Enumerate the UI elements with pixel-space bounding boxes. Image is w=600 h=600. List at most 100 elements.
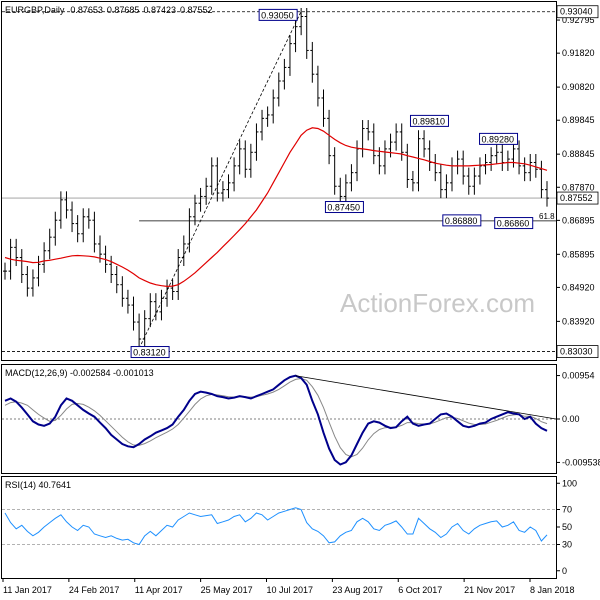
price-level-text: 0.83030 — [560, 347, 593, 357]
fib-label: 61.8 — [539, 212, 555, 221]
header-open: 0.87653 — [70, 5, 103, 15]
rsi-y-tick-label: 70 — [562, 505, 572, 515]
price-y-tick-label: 0.90820 — [562, 82, 595, 92]
price-bar — [472, 167, 477, 195]
macd-header: MACD(12,26,9) -0.002584 -0.001013 — [5, 368, 154, 378]
price-y-tick-label: 0.84920 — [562, 282, 595, 292]
price-annotation-box — [494, 217, 534, 230]
x-tick-label: 8 Jan 2018 — [530, 585, 575, 595]
rsi-y-tick-label: 0 — [562, 566, 567, 576]
header-low: 0.87423 — [143, 5, 176, 15]
price-bar — [343, 174, 348, 205]
price-level-text: 0.93040 — [560, 7, 593, 17]
price-bar — [366, 120, 371, 141]
price-annotation-label: 0.93050 — [261, 10, 294, 20]
price-annotation-box — [130, 346, 170, 359]
macd-layer — [2, 374, 557, 466]
price-annotation: 0.83120 — [130, 346, 170, 359]
price-bar — [276, 72, 281, 107]
price-bar — [3, 262, 7, 280]
price-bar — [533, 153, 538, 178]
price-annotation-box — [258, 8, 298, 21]
rsi-y-tick-label: 50 — [562, 522, 572, 532]
price-bar — [416, 130, 421, 192]
price-bar — [394, 123, 399, 151]
price-bar — [410, 170, 415, 192]
price-bar — [371, 123, 376, 165]
price-bar — [220, 181, 225, 202]
price-annotation: 0.87450 — [324, 201, 364, 214]
price-bar — [14, 238, 19, 267]
price-bar — [187, 208, 192, 253]
price-bar — [181, 235, 186, 267]
price-bar — [545, 181, 549, 207]
price-bar — [349, 164, 354, 192]
price-annotation: 0.86880 — [442, 214, 482, 227]
price-annotation: 0.86860 — [494, 217, 534, 230]
price-annotation: 0.89280 — [479, 132, 519, 145]
macd-y-tick-label: -0.009538 — [562, 457, 600, 467]
price-annotation: 0.93050 — [258, 8, 298, 21]
price-annotation-label: 0.83120 — [133, 348, 166, 358]
price-bar — [260, 109, 265, 141]
x-tick-label: 11 Apr 2017 — [135, 585, 183, 595]
price-bar — [327, 109, 332, 165]
price-bar — [243, 140, 248, 178]
price-bar — [170, 279, 175, 300]
price-header: EURGBP,Daily 0.87653 0.87685 0.87423 0.87552 — [5, 5, 213, 15]
header-symbol: EURGBP,Daily — [5, 5, 65, 15]
x-tick-label: 23 Aug 2017 — [332, 585, 383, 595]
price-y-tick-label: 0.88845 — [562, 149, 595, 159]
price-bar — [125, 289, 130, 314]
price-bar — [120, 276, 125, 307]
price-bar — [232, 157, 237, 192]
price-annotation-label: 0.87450 — [327, 203, 360, 213]
price-annotation-box — [442, 214, 482, 227]
rsi-line — [4, 507, 548, 546]
price-bar — [522, 157, 527, 182]
price-bar — [304, 8, 309, 59]
price-bar — [209, 157, 214, 195]
price-bar — [310, 41, 315, 83]
macd-y-tick-label: 0.00954 — [562, 371, 595, 381]
price-bar — [539, 160, 544, 199]
price-level-box — [556, 345, 599, 358]
price-bar — [176, 249, 181, 300]
price-bar — [248, 143, 253, 178]
price-annotation-box — [409, 114, 449, 127]
price-bar — [293, 18, 298, 53]
price-y-tick-label: 0.86895 — [562, 215, 595, 225]
price-level-label: 0.93040 — [556, 5, 599, 19]
price-level-box — [556, 191, 599, 205]
price-bar — [338, 177, 343, 205]
price-bar — [226, 174, 231, 199]
price-bar — [159, 289, 164, 321]
price-annotation: 0.89810 — [409, 114, 449, 127]
price-bar — [287, 35, 292, 76]
macd-y-tick-label: 0.00 — [562, 414, 580, 424]
price-bar — [153, 293, 158, 321]
price-bar — [528, 153, 533, 182]
price-bar — [165, 279, 170, 307]
price-bar — [489, 147, 494, 171]
price-bar — [192, 194, 197, 226]
rsi-layer — [2, 507, 556, 546]
price-bar — [405, 143, 410, 188]
header-high: 0.87685 — [107, 5, 140, 15]
x-tick-label: 11 Jan 2017 — [3, 585, 52, 595]
price-bar — [19, 249, 24, 284]
price-y-tick-label: 0.87870 — [562, 182, 595, 192]
price-bar — [517, 140, 522, 175]
price-bar — [237, 140, 242, 175]
x-tick-label: 6 Oct 2017 — [398, 585, 442, 595]
price-bar — [477, 157, 482, 185]
price-panel-frame — [1, 1, 557, 361]
price-y-tick-label: 0.91820 — [562, 48, 595, 58]
header-close: 0.87552 — [180, 5, 213, 15]
price-bar — [422, 130, 427, 158]
price-y-tick-label: 0.83920 — [562, 316, 595, 326]
price-y-tick-label: 0.92795 — [562, 15, 595, 25]
price-bar — [131, 296, 136, 331]
price-annotation-box — [479, 132, 519, 145]
price-bar — [30, 269, 35, 297]
